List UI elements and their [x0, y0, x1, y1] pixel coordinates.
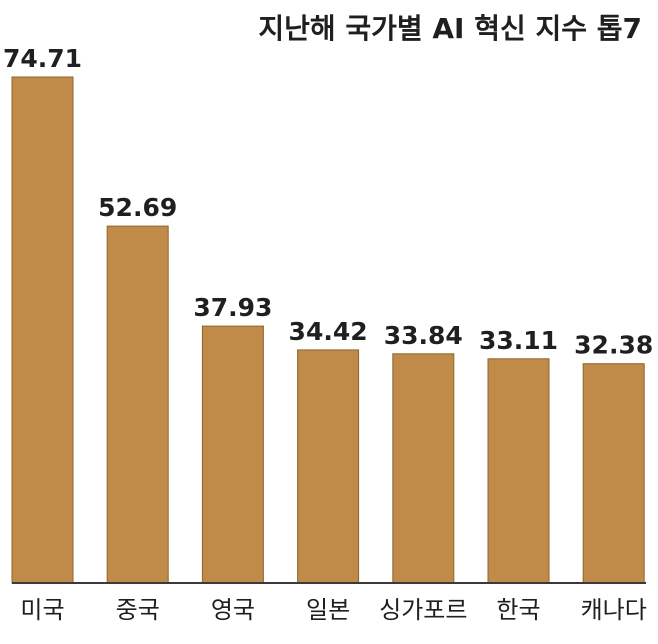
bar-5 [392, 353, 455, 584]
bar-1 [11, 76, 74, 584]
value-label-4: 34.42 [289, 317, 368, 346]
value-label-2: 52.69 [98, 193, 177, 222]
category-label-4: 일본 [306, 596, 350, 624]
category-label-5: 싱가포르 [379, 596, 467, 624]
value-label-1: 74.71 [3, 44, 82, 73]
category-labels-layer: 미국 중국 영국 일본 싱가포르 한국 캐나다 [20, 596, 646, 624]
category-label-6: 한국 [496, 596, 540, 624]
bars-layer [11, 76, 645, 584]
category-label-2: 중국 [116, 596, 160, 624]
value-label-6: 33.11 [479, 326, 558, 355]
bar-6 [487, 358, 550, 584]
value-label-3: 37.93 [193, 293, 272, 322]
bar-7 [582, 363, 645, 584]
value-labels-layer: 74.71 52.69 37.93 34.42 33.84 33.11 32.38 [3, 44, 653, 360]
value-label-7: 32.38 [574, 331, 653, 360]
category-label-3: 영국 [211, 596, 255, 624]
value-label-5: 33.84 [384, 321, 463, 350]
category-label-7: 캐나다 [581, 596, 647, 624]
chart-title: 지난해 국가별 AI 혁신 지수 톱7 [258, 12, 642, 45]
bar-4 [297, 349, 360, 584]
category-label-1: 미국 [20, 596, 64, 624]
bar-2 [106, 225, 169, 584]
bar-3 [201, 325, 264, 584]
